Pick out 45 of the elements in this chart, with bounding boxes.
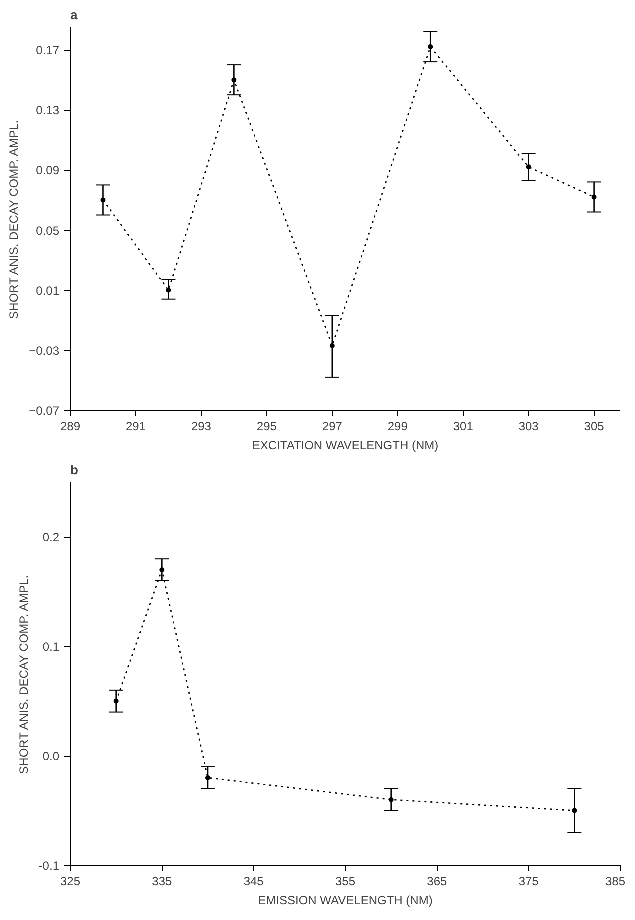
y-tick-label: 0.1 [42, 640, 60, 654]
point [232, 78, 237, 83]
point [114, 698, 119, 704]
x-tick-label: 289 [60, 420, 81, 434]
x-tick-label: 295 [256, 420, 278, 434]
point [428, 44, 434, 50]
point [526, 164, 532, 170]
x-tick-label: 355 [335, 874, 356, 888]
x-tick-label: 325 [60, 874, 81, 888]
point [572, 808, 578, 814]
chart-title: b [70, 462, 78, 478]
y-tick-label: 0.2 [42, 530, 60, 545]
point [592, 194, 597, 200]
point [100, 198, 106, 203]
x-tick-label: 365 [427, 874, 448, 888]
y-tick-label: 0.01 [36, 284, 60, 298]
x-tick-label: 301 [453, 420, 474, 434]
x-tick-label: 293 [191, 420, 212, 434]
x-axis-title: EXCITATION WAVELENGTH (NM) [252, 438, 439, 452]
chart-title: a [70, 8, 78, 22]
point [160, 568, 165, 573]
x-tick-label: 297 [322, 420, 343, 434]
point [166, 288, 172, 293]
y-tick-label: −0.03 [29, 344, 60, 358]
point [330, 343, 335, 348]
x-tick-label: 299 [388, 420, 408, 434]
y-axis-title: SHORT ANIS. DECAY COMP. AMPL. [16, 575, 31, 774]
y-tick-label: 0.17 [36, 44, 60, 58]
y-tick-label: -0.1 [38, 859, 60, 873]
y-tick-label: −0.07 [29, 404, 60, 418]
y-tick-label: 0.13 [36, 104, 60, 118]
x-tick-label: 335 [152, 874, 173, 888]
point [388, 797, 394, 802]
x-tick-label: 375 [518, 874, 540, 888]
y-axis-title: SHORT ANIS. DECAY COMP. AMPL. [7, 120, 22, 320]
y-tick-label: 0.09 [36, 164, 60, 178]
point [206, 775, 210, 780]
x-axis-title: EMISSION WAVELENGTH (NM) [258, 894, 433, 908]
x-tick-label: 305 [584, 420, 605, 434]
x-tick-label: 303 [518, 420, 540, 434]
x-tick-label: 345 [244, 874, 264, 888]
x-tick-label: 385 [605, 874, 626, 888]
x-tick-label: 291 [126, 420, 146, 434]
y-tick-label: 0.0 [42, 750, 60, 764]
y-tick-label: 0.05 [36, 224, 60, 238]
